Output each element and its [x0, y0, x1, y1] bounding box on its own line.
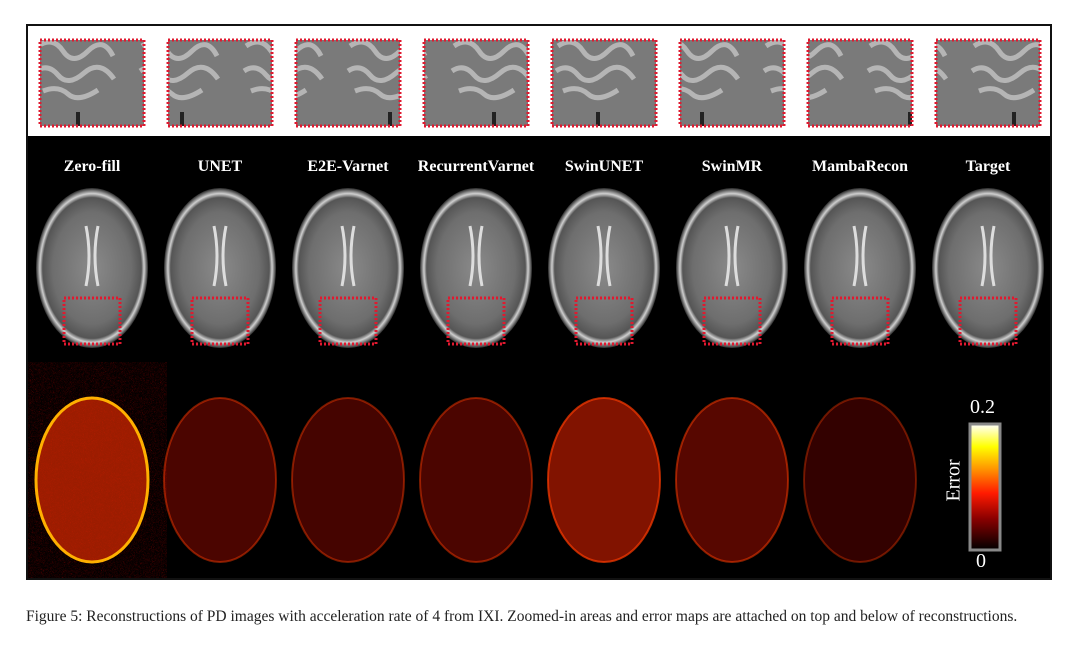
- column-label: SwinMR: [701, 158, 763, 175]
- error-map: [675, 397, 789, 563]
- error-map: [34, 396, 150, 564]
- column-label: UNET: [197, 158, 243, 175]
- error-map: [163, 397, 277, 563]
- ventricles: [340, 225, 356, 287]
- ventricles: [980, 225, 996, 287]
- ventricles: [596, 225, 612, 287]
- zoomed-crop: [678, 38, 786, 128]
- reconstruction-image: [676, 188, 788, 348]
- zoom-region-box: [62, 296, 122, 346]
- reconstruction-image: [420, 188, 532, 348]
- zoomed-crop: [806, 38, 914, 128]
- reconstruction-image: [292, 188, 404, 348]
- ventricles: [724, 225, 740, 287]
- reconstruction-image: [932, 188, 1044, 348]
- colorbar-title: Error: [942, 459, 965, 502]
- zoom-region-box: [958, 296, 1018, 346]
- error-map: [291, 397, 405, 563]
- colorbar-max-label: 0.2: [970, 396, 995, 418]
- zoomed-crop: [294, 38, 402, 128]
- zoom-region-box: [574, 296, 634, 346]
- error-map: [419, 397, 533, 563]
- ventricles: [212, 225, 228, 287]
- figure-panels: [28, 26, 1050, 578]
- error-map: [547, 397, 661, 563]
- zoom-region-box: [702, 296, 762, 346]
- zoom-region-box: [446, 296, 506, 346]
- colorbar: [968, 422, 1002, 552]
- ventricles: [852, 225, 868, 287]
- column-label: MambaRecon: [812, 158, 908, 175]
- reconstruction-image: [36, 188, 148, 348]
- column-label: SwinUNET: [564, 158, 644, 175]
- reconstruction-image: [548, 188, 660, 348]
- zoomed-crop: [38, 38, 146, 128]
- figure-caption: Figure 5: Reconstructions of PD images w…: [26, 608, 1018, 625]
- figure: Zero-fill UNET E2E-Varnet RecurrentVarnet Sw…: [26, 24, 1052, 580]
- column-label: RecurrentVarnet: [417, 158, 535, 175]
- zoomed-crop: [166, 38, 274, 128]
- column-label: E2E-Varnet: [307, 158, 389, 175]
- ventricles: [468, 225, 484, 287]
- reconstruction-image: [804, 188, 916, 348]
- column-label: Zero-fill: [63, 158, 121, 175]
- zoom-region-box: [318, 296, 378, 346]
- ventricles: [84, 225, 100, 287]
- zoom-region-box: [190, 296, 250, 346]
- zoomed-crop: [550, 38, 658, 128]
- column-label: Target: [965, 158, 1011, 175]
- zoomed-crop: [934, 38, 1042, 128]
- zoomed-crop: [422, 38, 530, 128]
- colorbar-min-label: 0: [976, 550, 986, 572]
- reconstruction-image: [164, 188, 276, 348]
- error-map: [803, 397, 917, 563]
- zoom-region-box: [830, 296, 890, 346]
